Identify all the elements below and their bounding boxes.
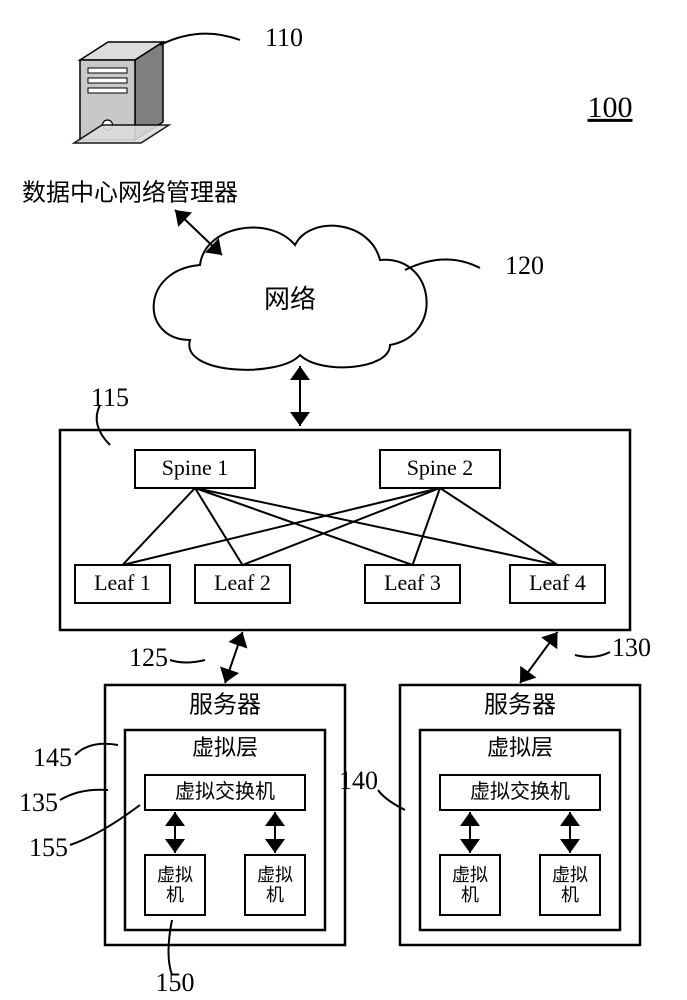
callout-110 (160, 34, 240, 45)
ref-155: 155 (29, 833, 68, 862)
server-tower-icon (72, 42, 171, 143)
ref-140: 140 (339, 766, 378, 795)
label-leaf2: Leaf 2 (214, 570, 271, 595)
network-label: 网络 (264, 285, 316, 314)
label-spine1: Spine 1 (162, 455, 229, 480)
callout-130 (575, 652, 610, 657)
vm-label1-1-1: 虚拟 (552, 865, 588, 885)
label-spine2: Spine 2 (407, 455, 474, 480)
vm-label2-1-0: 机 (461, 885, 479, 905)
vm-label1-0-0: 虚拟 (157, 865, 193, 885)
manager-caption: 数据中心网络管理器 (22, 180, 238, 207)
ref-130: 130 (612, 633, 651, 662)
vm-label1-0-1: 虚拟 (257, 865, 293, 885)
label-leaf4: Leaf 4 (529, 570, 586, 595)
vswitch-label-1: 虚拟交换机 (470, 780, 570, 803)
virt-title-0: 虚拟层 (192, 735, 258, 760)
callout-145 (75, 744, 118, 755)
server-box-1 (400, 685, 640, 945)
server-title-0: 服务器 (189, 692, 261, 719)
vm-label2-1-1: 机 (561, 885, 579, 905)
vm-label1-1-0: 虚拟 (452, 865, 488, 885)
ref-110: 110 (265, 23, 303, 52)
label-leaf3: Leaf 3 (384, 570, 441, 595)
virt-title-1: 虚拟层 (487, 735, 553, 760)
callout-150 (169, 920, 173, 975)
ref-100: 100 (588, 91, 633, 124)
label-leaf1: Leaf 1 (94, 570, 151, 595)
vswitch-label-0: 虚拟交换机 (175, 780, 275, 803)
vm-label2-0-1: 机 (266, 885, 284, 905)
ref-150: 150 (156, 968, 195, 997)
vm-label2-0-0: 机 (166, 885, 184, 905)
ref-120: 120 (505, 251, 544, 280)
callout-120 (405, 259, 480, 270)
callout-125 (170, 660, 205, 663)
ref-135: 135 (19, 788, 58, 817)
server-box-0 (105, 685, 345, 945)
ref-115: 115 (91, 383, 129, 412)
ref-145: 145 (33, 743, 72, 772)
callout-135 (60, 790, 108, 800)
ref-125: 125 (129, 643, 168, 672)
server-title-1: 服务器 (484, 692, 556, 719)
